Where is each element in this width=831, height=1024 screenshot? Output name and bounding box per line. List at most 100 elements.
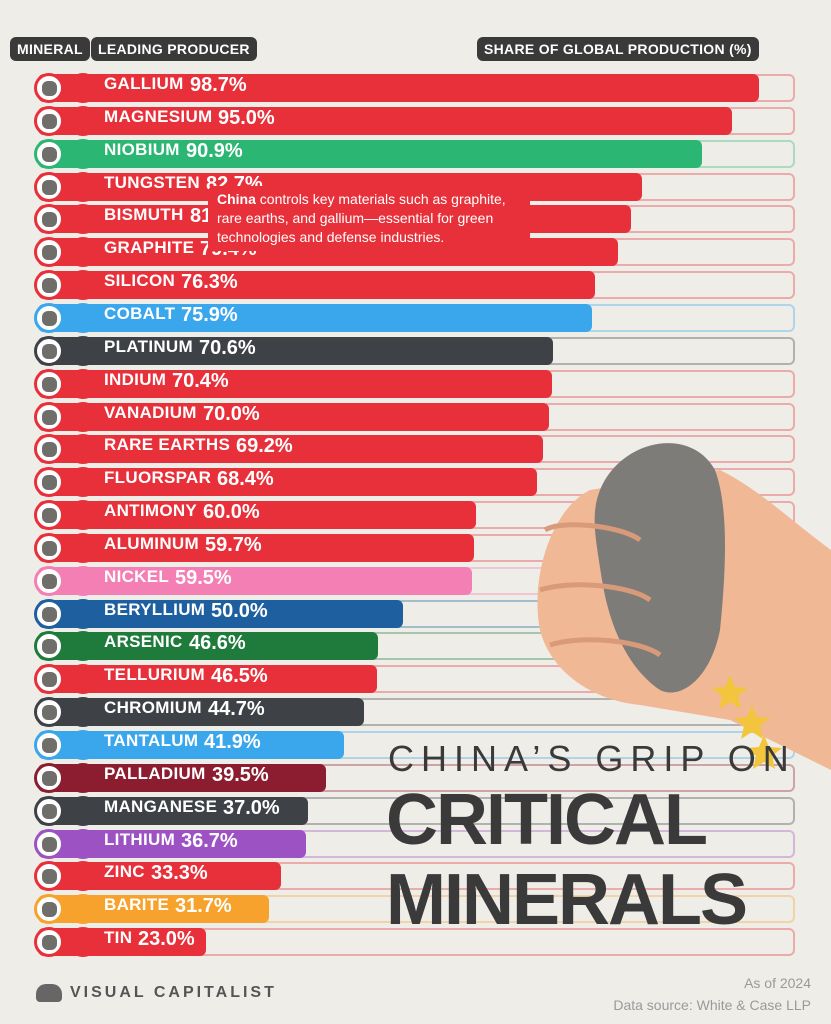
- mineral-icon: [34, 138, 64, 169]
- bar: [38, 566, 473, 595]
- flag-icon: [68, 401, 98, 432]
- mineral-icon: [34, 631, 64, 662]
- bar: [38, 468, 538, 497]
- mineral-label: TANTALUM: [104, 731, 199, 750]
- mineral-label: TELLURIUM: [104, 665, 205, 685]
- value-label: 70.6%: [199, 336, 256, 359]
- value-label: 75.9%: [181, 303, 238, 326]
- bar: [38, 402, 549, 431]
- annotation-note: China controls key materials such as gra…: [208, 186, 530, 251]
- mineral-label: COBALT: [104, 303, 176, 323]
- mineral-label: GRAPHITE: [104, 238, 195, 258]
- mineral-label: VANADIUM: [104, 402, 197, 422]
- value-label: 69.2%: [236, 435, 293, 458]
- value-label: 90.9%: [186, 139, 243, 162]
- mineral-label: PLATINUM: [104, 336, 193, 356]
- mineral-icon: [34, 565, 64, 596]
- mineral-icon: [34, 368, 64, 399]
- mineral-label: INDIUM: [104, 369, 167, 389]
- flag-icon: [68, 467, 98, 498]
- value-label: 46.6%: [189, 632, 246, 655]
- mineral-icon: [34, 302, 64, 333]
- flag-icon: [68, 302, 98, 333]
- data-source: Data source: White & Case LLP: [613, 997, 811, 1013]
- bar: [38, 533, 474, 562]
- flag-icon: [68, 138, 98, 169]
- mineral-label: ALUMINUM: [104, 533, 199, 553]
- value-label: 60.0%: [203, 501, 260, 524]
- mineral-header: MINERAL: [10, 37, 90, 61]
- mineral-icon: [34, 598, 64, 629]
- bar: [38, 435, 544, 464]
- mineral-label: TUNGSTEN: [104, 172, 200, 192]
- mineral-label: CHROMIUM: [104, 698, 202, 718]
- as-of-date: As of 2024: [744, 975, 811, 991]
- value-label: 70.0%: [203, 402, 260, 425]
- value-label: 70.4%: [172, 369, 229, 392]
- mineral-icon: [34, 204, 64, 235]
- bar: [38, 271, 595, 300]
- bar: [38, 369, 552, 398]
- flag-icon: [68, 270, 98, 301]
- flag-icon: [68, 664, 98, 695]
- flag-icon: [68, 105, 98, 136]
- flag-icon: [68, 500, 98, 531]
- mineral-label: BISMUTH: [104, 205, 184, 225]
- flag-icon: [68, 894, 98, 925]
- flag-icon: [68, 795, 98, 826]
- mineral-icon: [34, 73, 64, 103]
- mineral-label: ARSENIC: [104, 632, 183, 652]
- mineral-label: RARE EARTHS: [104, 435, 231, 455]
- flag-icon: [68, 828, 98, 859]
- value-label: 76.3%: [181, 271, 238, 294]
- title-subtitle: CHINA’S GRIP ON: [388, 738, 796, 779]
- mineral-label: ZINC: [104, 862, 145, 882]
- flag-icon: [68, 368, 98, 399]
- flag-icon: [68, 631, 98, 662]
- flag-icon: [68, 730, 98, 760]
- mineral-label: MAGNESIUM: [104, 106, 213, 126]
- value-label: 50.0%: [211, 599, 268, 622]
- note-bold: China: [217, 191, 256, 207]
- value-label: 98.7%: [190, 74, 247, 96]
- value-label: 33.3%: [151, 862, 208, 885]
- value-label: 59.7%: [205, 533, 262, 556]
- flag-icon: [68, 927, 98, 958]
- bar: [38, 928, 206, 957]
- value-label: 37.0%: [223, 796, 280, 819]
- mineral-label: PALLADIUM: [104, 763, 206, 783]
- bar: [38, 106, 732, 135]
- title-line2: MINERALS: [386, 860, 748, 940]
- brand-logo: VISUAL CAPITALIST: [36, 984, 277, 1002]
- logo-icon: [36, 984, 62, 1002]
- mineral-icon: [34, 171, 64, 202]
- title-line1: CRITICAL: [386, 780, 708, 860]
- bar: [38, 74, 759, 102]
- flag-icon: [68, 598, 98, 629]
- mineral-icon: [34, 828, 64, 859]
- hand-with-rock-image: [537, 443, 831, 770]
- bar: [38, 303, 593, 332]
- mineral-label: BARITE: [104, 895, 170, 915]
- value-label: 23.0%: [138, 928, 195, 951]
- mineral-label: GALLIUM: [104, 74, 184, 93]
- mineral-icon: [34, 434, 64, 465]
- flag-icon: [68, 204, 98, 235]
- mineral-icon: [34, 730, 64, 760]
- value-label: 95.0%: [218, 106, 275, 129]
- mineral-icon: [34, 532, 64, 563]
- mineral-icon: [34, 270, 64, 301]
- mineral-label: SILICON: [104, 271, 176, 291]
- mineral-icon: [34, 795, 64, 826]
- mineral-icon: [34, 237, 64, 268]
- mineral-label: ANTIMONY: [104, 501, 198, 521]
- flag-icon: [68, 434, 98, 465]
- mineral-icon: [34, 861, 64, 892]
- mineral-icon: [34, 467, 64, 498]
- flag-icon: [68, 762, 98, 793]
- mineral-icon: [34, 762, 64, 793]
- flag-icon: [68, 861, 98, 892]
- bar: [38, 501, 476, 530]
- flag-icon: [68, 565, 98, 596]
- mineral-label: MANGANESE: [104, 796, 218, 816]
